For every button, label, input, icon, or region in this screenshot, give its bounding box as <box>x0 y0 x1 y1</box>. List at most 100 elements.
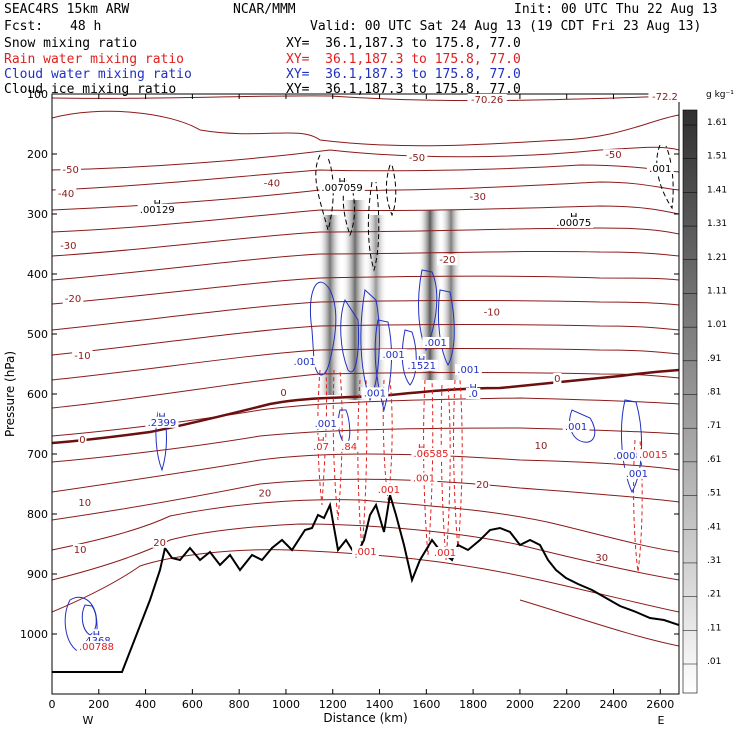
cloud-water-label: .0 <box>468 389 478 400</box>
rain-label: .001 <box>378 485 400 496</box>
rain-label-bg <box>76 641 117 653</box>
y-tick-label: 700 <box>27 448 48 461</box>
snow-label: .001 <box>649 164 671 175</box>
legend-cloud-water-xy: XY= 36.1,187.3 to 175.8, 77.0 <box>286 67 521 82</box>
cloud-water-label: .001 <box>626 469 648 480</box>
temperature-label: -20 <box>439 255 455 266</box>
rain-label-bg <box>411 448 451 459</box>
temperature-label: 0 <box>79 435 85 446</box>
cloud-water-contour <box>437 289 455 367</box>
cloud-water-label-bg <box>291 356 319 368</box>
x-tick-label: 400 <box>135 698 156 711</box>
colorbar-label: .61 <box>707 455 721 465</box>
rain-contour <box>423 379 434 556</box>
snow-contours <box>315 144 674 272</box>
x-tick-label: 1200 <box>319 698 347 711</box>
cloud-water-label: .001 <box>565 422 587 433</box>
colorbar-label: .11 <box>707 623 721 633</box>
y-tick-label: 400 <box>27 268 48 281</box>
snow-contour <box>315 154 334 232</box>
cloud-water-label-bg <box>145 416 179 428</box>
temperature-label: -50 <box>605 150 621 161</box>
cloud-water-label-bg <box>405 359 439 371</box>
temperature-label-bg <box>72 350 93 362</box>
snow-label-bg <box>554 217 594 228</box>
isotherm-contour <box>52 523 679 581</box>
cloud-water-label: .001 <box>294 357 316 368</box>
colorbar-unit: g kg⁻¹ <box>706 90 734 100</box>
isotherm-contour <box>52 348 679 381</box>
temperature-label-bg <box>60 164 82 176</box>
terrain-profile <box>52 494 679 673</box>
temperature-label-bg <box>553 373 562 384</box>
snow-contour <box>367 181 380 272</box>
temperature-label-bg <box>406 152 428 164</box>
colorbar-label: 1.41 <box>707 185 727 195</box>
legend-rain-xy: XY= 36.1,187.3 to 175.8, 77.0 <box>286 52 521 67</box>
isotherm-contour <box>52 110 679 147</box>
y-tick-label-top: 100 <box>27 88 48 101</box>
temperature-label-bg <box>533 440 549 452</box>
snow-shading <box>318 200 462 400</box>
cloud-water-label-bg <box>422 337 450 348</box>
snow-shade-column <box>418 210 442 380</box>
legend-cloud-ice-xy: XY= 36.1,187.3 to 175.8, 77.0 <box>286 82 521 97</box>
cloud-water-label: .001 <box>364 388 386 399</box>
temperature-label: 10 <box>535 441 548 452</box>
temperature-label-bg <box>78 434 87 446</box>
temperature-label: -70.26 <box>471 95 503 106</box>
snow-shade-column <box>342 200 368 400</box>
rain-label-bg <box>375 484 403 495</box>
rain-contour <box>453 379 463 551</box>
cloud-water-label: .1521 <box>407 361 436 372</box>
colorbar-label: .01 <box>707 657 721 667</box>
isotherm-contour <box>52 181 679 211</box>
cloud-water-contour <box>81 604 97 636</box>
snow-contour <box>342 179 355 237</box>
rain-label-bg <box>636 449 670 461</box>
temperature-label: 30 <box>595 553 608 564</box>
temperature-label-bg <box>481 306 503 318</box>
cloud-water-contour <box>360 289 380 402</box>
center-label: NCAR/MMM <box>233 2 296 17</box>
cloud-water-label: .001 <box>457 365 479 376</box>
temperature-label-bg <box>72 544 88 555</box>
temperature-label-bg <box>475 479 490 491</box>
rain-label: .0015 <box>639 450 668 461</box>
colorbar-label: .31 <box>707 556 721 566</box>
temperature-label: 20 <box>476 480 489 491</box>
temperature-label: -40 <box>264 178 280 189</box>
model-title: SEAC4RS 15km ARW <box>4 2 130 17</box>
colorbar-label: .51 <box>707 489 721 499</box>
temperature-label-bg <box>62 293 84 305</box>
colorbar-label: .21 <box>707 590 721 600</box>
cloud-water-label: .001 <box>315 419 337 430</box>
temperature-label: -10 <box>74 351 90 362</box>
x-axis-title: Distance (km) <box>323 711 407 725</box>
temperature-label-bg <box>437 254 458 266</box>
y-tick-label: 1000 <box>20 628 48 641</box>
temperature-label: -50 <box>63 165 79 176</box>
snow-label-bg <box>338 176 347 188</box>
temperature-label: -10 <box>484 307 500 318</box>
x-tick-label: 200 <box>88 698 109 711</box>
colorbar-label: .91 <box>707 354 721 364</box>
temperature-label-bg <box>648 91 682 102</box>
snow-label: .007059 <box>321 183 362 194</box>
cloud-water-label-bg <box>469 382 478 393</box>
temperature-label-bg <box>467 94 507 105</box>
cloud-water-label-bg <box>157 410 167 422</box>
rain-label: .001 <box>413 474 435 485</box>
cloud-water-label-bg <box>611 449 645 461</box>
isotherm-contour <box>52 549 679 613</box>
forecast-label: Fcst: <box>4 19 44 34</box>
cloud-water-label-bg <box>417 353 426 365</box>
snow-contour <box>656 144 674 210</box>
cloud-water-label-bg <box>312 418 340 429</box>
rain-contour <box>633 439 643 573</box>
temperature-label: 20 <box>153 538 166 549</box>
cloud-water-contour <box>340 298 359 373</box>
y-tick-label: 300 <box>27 208 48 221</box>
cloud-water-contour <box>418 269 438 352</box>
x-tick-label: 1400 <box>366 698 394 711</box>
